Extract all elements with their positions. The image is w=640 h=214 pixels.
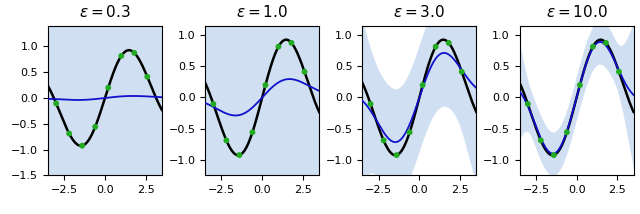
Point (208, 102, 218, 106)
Point (404, 131, 415, 134)
Point (260, 83, 271, 87)
Point (77, 144, 87, 147)
Point (221, 139, 232, 142)
Point (90, 125, 100, 129)
Point (431, 45, 441, 48)
Point (365, 102, 376, 106)
Point (51, 102, 61, 105)
Point (142, 75, 152, 79)
Title: $\varepsilon = 1.0$: $\varepsilon = 1.0$ (236, 4, 288, 20)
Point (234, 153, 244, 157)
Point (273, 45, 284, 48)
Point (64, 132, 74, 135)
Point (588, 45, 598, 48)
Point (456, 70, 467, 73)
Title: $\varepsilon = 0.3$: $\varepsilon = 0.3$ (79, 4, 131, 20)
Point (417, 83, 428, 87)
Point (378, 139, 388, 142)
Point (103, 86, 113, 89)
Point (116, 54, 126, 58)
Point (300, 70, 310, 73)
Point (392, 153, 402, 157)
Title: $\varepsilon = 10.0$: $\varepsilon = 10.0$ (546, 4, 607, 20)
Point (614, 70, 624, 73)
Point (575, 83, 585, 87)
Point (444, 41, 454, 45)
Point (536, 139, 546, 142)
Point (129, 51, 140, 55)
Point (286, 41, 296, 45)
Point (523, 102, 533, 106)
Point (548, 153, 559, 157)
Point (601, 41, 611, 45)
Point (562, 131, 572, 134)
Point (247, 131, 257, 134)
Title: $\varepsilon = 3.0$: $\varepsilon = 3.0$ (394, 4, 445, 20)
